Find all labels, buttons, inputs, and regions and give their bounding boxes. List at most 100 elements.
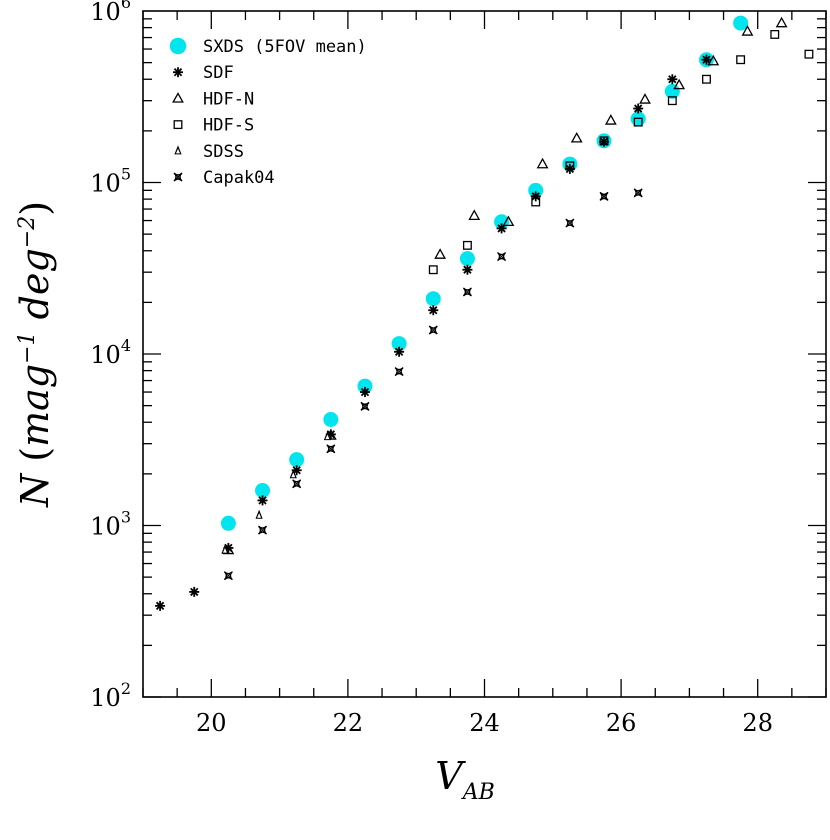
y-axis-title-deg: deg [13, 248, 57, 331]
data-point [633, 117, 643, 127]
data-point [425, 291, 441, 307]
data-point [536, 157, 549, 169]
data-point [701, 54, 712, 65]
y-tick-label-base: 10 [90, 170, 121, 198]
data-point [804, 49, 814, 59]
legend-item-sdf: SDF [173, 63, 234, 83]
data-point [289, 469, 297, 479]
data-point [570, 131, 583, 143]
legend: SXDS (5FOV mean) SDF HDF-N HDF-S SDSS Capak04 [169, 37, 367, 188]
y-tick-label: 103 [90, 508, 131, 541]
legend-item-capak04: Capak04 [173, 168, 275, 188]
data-point [428, 265, 438, 275]
data-point [667, 74, 678, 85]
y-tick-label-base: 10 [90, 684, 121, 712]
legend-item-hdf-n: HDF-N [172, 89, 254, 109]
legend-label: SDSS [203, 142, 244, 162]
y-tick-label: 106 [90, 0, 131, 26]
data-point [323, 431, 332, 441]
legend-marker [169, 37, 187, 55]
y-tick-label: 102 [90, 679, 131, 712]
data-point [325, 429, 336, 440]
legend-label: HDF-S [203, 116, 254, 136]
data-point [531, 197, 541, 207]
data-point [741, 25, 754, 36]
data-point [707, 54, 720, 66]
data-point [664, 83, 680, 99]
y-tick-label: 105 [90, 165, 131, 198]
data-point [702, 74, 711, 84]
data-point [639, 93, 651, 104]
x-tick-label: 24 [469, 709, 500, 737]
legend-label: Capak04 [203, 168, 275, 188]
y-axis-title: N (mag−1 deg−2) [13, 201, 57, 508]
y-tick-label-exp: 4 [121, 336, 131, 355]
legend-item-sdss: SDSS [174, 142, 244, 162]
series-sdss [221, 431, 332, 554]
data-point [468, 209, 481, 220]
y-axis-title-n: N [13, 472, 57, 508]
y-tick-label-exp: 2 [121, 679, 131, 698]
data-point [223, 571, 233, 581]
x-tick-label: 22 [333, 709, 364, 737]
data-point [459, 251, 475, 267]
data-point [528, 182, 544, 198]
legend-item-hdf-s: HDF-S [173, 116, 254, 136]
data-point [428, 305, 439, 316]
y-tick-label-base: 10 [90, 513, 121, 541]
legend-marker [172, 92, 184, 103]
data-point [736, 55, 746, 65]
data-point [733, 15, 749, 31]
data-point [255, 482, 271, 498]
data-point [434, 248, 447, 259]
data-point [221, 544, 229, 554]
legend-marker [174, 145, 182, 155]
data-point [258, 525, 268, 535]
data-point [462, 240, 472, 250]
data-point [360, 401, 370, 411]
x-axis-title: VAB [435, 754, 495, 805]
series-capak04 [223, 188, 643, 581]
data-point [359, 387, 370, 398]
y-tick-label-base: 10 [90, 341, 121, 369]
data-point [189, 586, 200, 597]
data-point [255, 509, 263, 519]
y-axis-title-deg-exp: −2 [15, 216, 40, 248]
data-point [502, 215, 515, 227]
data-point [775, 16, 788, 28]
data-point [289, 452, 305, 468]
data-point [394, 367, 404, 377]
data-point [326, 444, 336, 454]
plot-frame [142, 10, 827, 698]
data-point [667, 96, 677, 106]
y-axis-title-open: ( [13, 447, 57, 474]
data-point [292, 479, 302, 489]
y-tick-label-base: 10 [90, 0, 121, 26]
y-tick-label-exp: 3 [121, 508, 131, 527]
data-point [391, 336, 407, 352]
legend-label: SDF [203, 63, 234, 83]
legend-label: SXDS (5FOV mean) [203, 37, 367, 57]
data-point [462, 264, 473, 275]
data-point [155, 600, 166, 611]
y-axis-title-mag: mag [13, 364, 57, 447]
legend-marker [173, 67, 183, 78]
data-point [257, 495, 268, 506]
x-tick-label: 28 [742, 709, 773, 737]
y-tick-label-exp: 5 [121, 165, 131, 184]
data-point [357, 378, 373, 394]
data-point [565, 161, 575, 171]
y-tick-label: 104 [90, 336, 131, 369]
data-point [428, 325, 438, 335]
series-hdf-s [428, 29, 814, 275]
series-sxds-5fov-mean [220, 15, 749, 531]
data-point [220, 515, 236, 531]
x-axis-title-main: V [435, 754, 466, 798]
data-point [633, 103, 644, 114]
data-point [394, 346, 405, 357]
data-point [770, 29, 780, 39]
y-tick-label-exp: 6 [121, 0, 131, 12]
data-point [462, 287, 472, 297]
